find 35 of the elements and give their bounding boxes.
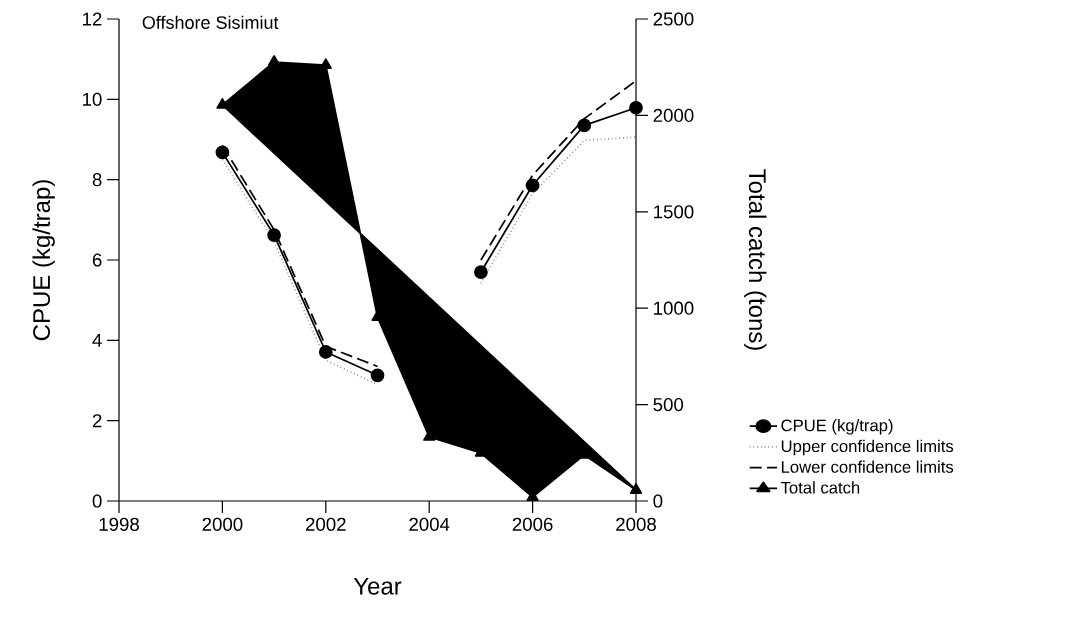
point	[318, 345, 333, 359]
point	[577, 118, 592, 133]
x-tick-label: 2002	[305, 517, 346, 531]
y-tick-label: 10	[83, 92, 102, 106]
y-tick-label: 12	[83, 12, 102, 26]
point	[267, 228, 281, 242]
legend-label: Lower confidence limits	[781, 460, 954, 473]
y-tick-label: 6	[92, 253, 102, 267]
y-tick-label: 8	[92, 173, 102, 187]
y2-tick-label: 500	[653, 397, 684, 412]
legend-label: Total catch	[780, 481, 860, 494]
y2-tick-label: 2500	[653, 12, 694, 26]
chart-title: Offshore Sisimiut	[142, 15, 279, 29]
point	[215, 145, 230, 160]
legend-label: CPUE (kg/trap)	[781, 419, 893, 435]
y-tick-label: 2	[92, 414, 102, 428]
legend-label: Upper confidence limits	[781, 439, 954, 456]
y-tick-label: 0	[92, 494, 102, 508]
y2-tick-label: 0	[653, 494, 663, 508]
y-axis-title: CPUE (kg/trap)	[32, 180, 55, 341]
y2-tick-label: 2000	[653, 108, 694, 123]
y-tick-label: 4	[92, 333, 102, 347]
y2-tick-label: 1500	[654, 205, 694, 219]
point	[474, 265, 488, 279]
y2-tick-label: 1000	[654, 301, 694, 315]
x-tick-label: 2006	[512, 517, 553, 531]
point	[525, 178, 540, 193]
x-tick-label: 2008	[616, 517, 656, 531]
x-tick-label: 1998	[99, 517, 139, 531]
y2-axis-title: Total catch (tons)	[744, 169, 767, 350]
point	[629, 483, 643, 494]
x-tick-label: 2000	[202, 517, 243, 531]
x-tick-label: 2004	[409, 517, 450, 531]
x-axis-title: Year	[353, 577, 402, 595]
point	[370, 368, 385, 383]
